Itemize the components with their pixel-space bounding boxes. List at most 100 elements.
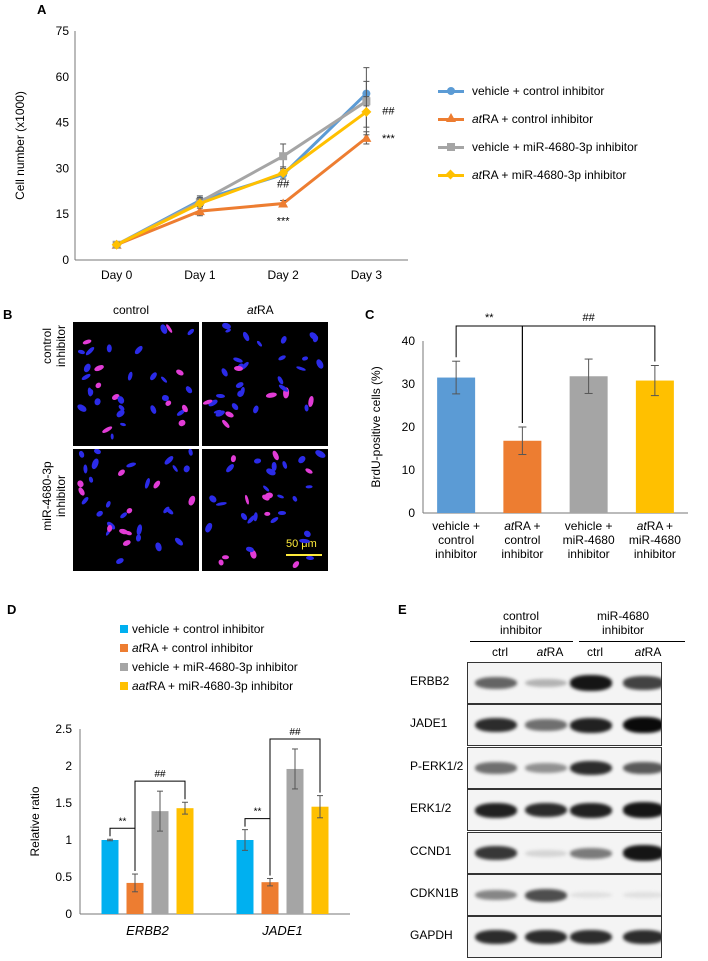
panel-label-e: E [398,602,407,617]
blot-band [623,929,661,945]
blot-label: ERBB2 [410,674,450,688]
legend-label: atRA + control inhibitor [132,641,254,655]
y-tick-label: 40 [402,334,416,348]
group1-label: control inhibitor [499,609,543,637]
y-tick-label: 20 [402,420,416,434]
line-chart-cell-number: 0 15 30 45 60 75 Day 0 Day 1 Day 2 Day 3 Cell numb… [13,24,408,282]
blot-band [525,802,567,818]
nucleus [245,546,255,553]
nucleus [264,492,273,499]
bar [286,768,304,914]
group-label: ERBB2 [126,923,169,938]
nucleus [188,494,197,507]
y-tick-label: 0 [62,253,69,267]
nucleus [119,511,128,520]
nucleus [224,410,235,419]
nucleus [125,461,137,469]
y-tick-label: 30 [402,377,416,391]
group2-label: miR-4680 inhibitor [596,609,650,637]
x-tick-label: control [438,533,474,547]
blot-band [570,717,612,733]
blot-band [623,676,661,690]
nucleus [314,358,325,370]
data-point [279,152,288,161]
data-point [194,198,205,209]
nucleus [126,370,133,381]
series-line [116,136,368,247]
nucleus [279,334,288,344]
nucleus [221,554,229,559]
nucleus [81,496,90,506]
y-tick-label: 30 [56,161,70,175]
blot-band [570,802,612,818]
significance-mark: ## [289,727,301,738]
legend-a: vehicle + control inhibitor atRA + contro… [438,84,703,194]
group2-line [579,641,685,642]
blot-band [475,929,517,945]
nucleus [119,421,127,427]
blot-band [525,763,567,773]
nucleus [106,344,113,353]
blot-image [467,704,662,746]
nucleus [183,385,193,395]
micrograph-control-mir-inhibitor [73,449,199,571]
x-tick-label: vehicle + [565,519,613,533]
blot-band [623,802,661,818]
legend-label: vehicle + miR-4680-3p inhibitor [132,660,298,674]
legend-label: atRA + miR-4680-3p inhibitor [472,168,627,182]
blot-image [467,789,662,831]
significance-mark: ** [254,807,262,818]
bar [126,882,144,914]
nucleus [230,454,237,462]
nucleus [307,395,314,407]
data-point [111,239,122,250]
data-point [278,198,289,208]
nucleus [143,476,151,489]
nucleus [87,388,94,397]
blot-image [467,747,662,789]
x-tick-label: miR-4680 [629,533,681,547]
legend-label: vehicle + control inhibitor [472,84,605,98]
nucleus [186,327,195,336]
legend-swatch [120,625,128,633]
row-label-control-inhibitor: control inhibitor [40,324,68,368]
nucleus [106,524,113,533]
micrograph-control-control-inhibitor [73,322,199,446]
nucleus [160,376,169,384]
blot-label: JADE1 [410,716,448,730]
x-tick-label: Day 2 [267,268,299,282]
western-blot-panel: control inhibitor miR-4680 inhibitor ctrl a… [400,602,706,958]
significance-mark: ## [277,179,290,191]
legend-swatch [438,86,464,95]
nucleus [173,536,185,548]
nucleus [252,405,260,415]
panel-label-c: C [365,307,375,322]
legend-item: aatRA + miR-4680-3p inhibitor [120,679,293,693]
nucleus [76,486,86,498]
significance-bracket [269,738,321,876]
nucleus [135,533,141,542]
legend-item: atRA + miR-4680-3p inhibitor [438,168,626,182]
nucleus [187,449,194,456]
x-tick-label: miR-4680 [563,533,615,547]
nucleus [253,458,262,464]
significance-mark: *** [277,215,291,227]
blot-band [570,675,612,691]
x-tick-label: vehicle + [432,519,480,533]
nucleus [271,449,280,461]
significance-mark: ## [382,105,395,117]
nucleus [116,395,126,405]
legend-marker [445,169,456,179]
legend-label: vehicle + control inhibitor [132,622,265,636]
blot-label: CCND1 [410,844,452,858]
nucleus [76,403,88,414]
blot-band [623,717,661,733]
legend-swatch [438,169,464,179]
data-point [361,132,372,142]
brdu-immunofluorescence-panel: control atRA control inhibitor miR-4680-3… [0,296,340,596]
nucleus [261,484,270,493]
nucleus [297,454,308,465]
bar [101,840,119,914]
nucleus [164,399,173,408]
nucleus [220,367,230,378]
